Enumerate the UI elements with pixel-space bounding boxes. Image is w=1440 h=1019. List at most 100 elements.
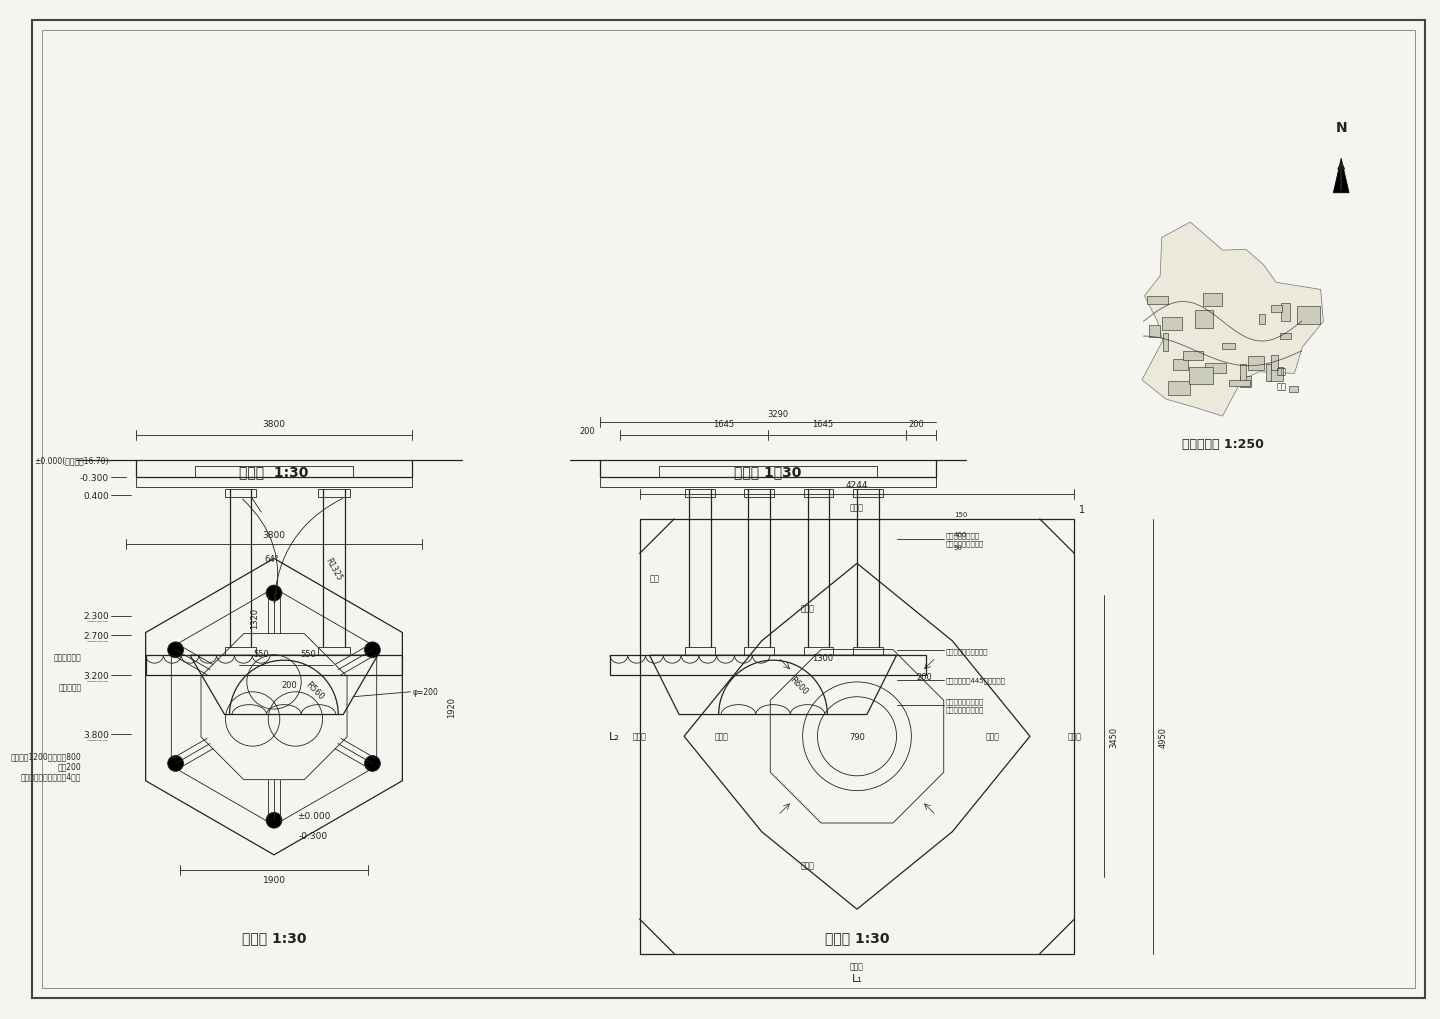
Text: 3450: 3450 xyxy=(1109,726,1117,747)
Text: ±0.000(绝对标高16.70): ±0.000(绝对标高16.70) xyxy=(35,455,109,465)
Circle shape xyxy=(266,812,282,828)
Text: 顶平面 1:30: 顶平面 1:30 xyxy=(825,930,890,944)
Polygon shape xyxy=(1297,306,1320,324)
Polygon shape xyxy=(1195,311,1212,329)
Bar xyxy=(600,478,936,488)
Polygon shape xyxy=(1240,365,1246,384)
Text: 150: 150 xyxy=(953,512,968,518)
Bar xyxy=(225,490,256,497)
Text: φ=200: φ=200 xyxy=(412,688,438,697)
Text: 1900: 1900 xyxy=(262,874,285,883)
Bar xyxy=(194,466,353,478)
Bar xyxy=(318,648,350,655)
Bar xyxy=(685,490,714,497)
Text: 3.800: 3.800 xyxy=(84,730,109,739)
Polygon shape xyxy=(1189,368,1212,385)
Polygon shape xyxy=(1205,364,1227,374)
Polygon shape xyxy=(1164,333,1168,352)
Bar xyxy=(744,490,775,497)
Text: N: N xyxy=(1335,120,1346,135)
Text: 亭图: 亭图 xyxy=(1277,367,1287,376)
Bar xyxy=(852,490,883,497)
Polygon shape xyxy=(1280,333,1292,339)
Bar xyxy=(639,520,1074,954)
Text: 4244: 4244 xyxy=(845,481,868,490)
Text: 排水口: 排水口 xyxy=(1067,732,1081,741)
Text: 1645: 1645 xyxy=(812,420,832,429)
Text: 建筑环境图 1:250: 建筑环境图 1:250 xyxy=(1182,437,1263,450)
Polygon shape xyxy=(1202,293,1223,307)
Text: 置水口: 置水口 xyxy=(850,961,864,970)
Bar xyxy=(852,648,883,655)
Polygon shape xyxy=(1259,315,1266,325)
Polygon shape xyxy=(1267,368,1283,381)
Polygon shape xyxy=(1142,223,1323,417)
Bar xyxy=(135,478,412,488)
Text: 2.300: 2.300 xyxy=(84,611,109,621)
Bar xyxy=(225,648,256,655)
Text: 790: 790 xyxy=(850,732,865,741)
Text: 400: 400 xyxy=(953,531,968,537)
Text: ————: ———— xyxy=(86,639,109,644)
Text: ————: ———— xyxy=(86,620,109,624)
Circle shape xyxy=(364,756,380,771)
Text: 1300: 1300 xyxy=(812,653,832,662)
Text: 置水口: 置水口 xyxy=(985,732,999,741)
Text: L₁: L₁ xyxy=(851,973,863,983)
Circle shape xyxy=(266,586,282,601)
Bar xyxy=(145,655,402,676)
Bar xyxy=(804,648,834,655)
Text: 置水口: 置水口 xyxy=(801,603,815,612)
Polygon shape xyxy=(1184,353,1202,361)
Bar xyxy=(318,490,350,497)
Text: 0.400: 0.400 xyxy=(84,491,109,500)
Text: 1: 1 xyxy=(1080,504,1086,515)
Text: 200: 200 xyxy=(579,427,595,435)
Text: 1320: 1320 xyxy=(251,607,259,629)
Circle shape xyxy=(167,642,183,658)
Text: 200: 200 xyxy=(281,681,297,690)
Text: 底平面 1:30: 底平面 1:30 xyxy=(242,930,307,944)
Bar xyxy=(611,655,926,676)
Text: 乳白色内墙镀镁涂料面: 乳白色内墙镀镁涂料面 xyxy=(946,647,988,654)
Text: 550: 550 xyxy=(301,649,317,658)
Text: 4950: 4950 xyxy=(1158,727,1168,747)
Polygon shape xyxy=(1248,357,1263,370)
Text: 3800: 3800 xyxy=(262,420,285,429)
Text: 花岗岩步面: 花岗岩步面 xyxy=(58,683,81,692)
Text: 布局: 布局 xyxy=(1277,381,1287,390)
Bar xyxy=(660,466,877,478)
Polygon shape xyxy=(1289,386,1297,392)
Polygon shape xyxy=(1221,344,1236,350)
Polygon shape xyxy=(1272,306,1283,313)
Polygon shape xyxy=(1172,360,1188,371)
Polygon shape xyxy=(1230,381,1250,387)
Circle shape xyxy=(167,756,183,771)
Text: L₂: L₂ xyxy=(609,732,619,742)
Bar xyxy=(744,648,775,655)
Circle shape xyxy=(364,642,380,658)
Text: 550: 550 xyxy=(253,649,269,658)
Text: ±0.000: ±0.000 xyxy=(297,811,330,820)
Text: 深褐色水磨石顶面
铜花洒痕枣色边框漆: 深褐色水磨石顶面 铜花洒痕枣色边框漆 xyxy=(946,532,984,546)
Text: 侧立面 1：30: 侧立面 1：30 xyxy=(734,465,802,479)
Text: 正立面  1:30: 正立面 1:30 xyxy=(239,465,308,479)
Text: 2.700: 2.700 xyxy=(84,632,109,640)
Bar xyxy=(685,648,714,655)
Polygon shape xyxy=(1282,304,1290,322)
Polygon shape xyxy=(1333,159,1349,194)
Text: R600: R600 xyxy=(788,675,809,696)
Text: 红色波纹钢板445厚手峰主板: 红色波纹钢板445厚手峰主板 xyxy=(946,677,1005,684)
Text: 3290: 3290 xyxy=(768,410,789,419)
Text: 置水口: 置水口 xyxy=(801,860,815,869)
Polygon shape xyxy=(1272,356,1279,371)
Text: 排水口: 排水口 xyxy=(632,732,647,741)
Text: 成率: 成率 xyxy=(649,574,660,583)
Text: 3800: 3800 xyxy=(262,530,285,539)
Bar xyxy=(804,490,834,497)
Polygon shape xyxy=(1149,326,1159,338)
Polygon shape xyxy=(1240,377,1251,387)
Text: 50: 50 xyxy=(953,544,963,550)
Text: R560: R560 xyxy=(304,680,325,701)
Text: 钢化玻璃墙板: 钢化玻璃墙板 xyxy=(53,653,81,662)
